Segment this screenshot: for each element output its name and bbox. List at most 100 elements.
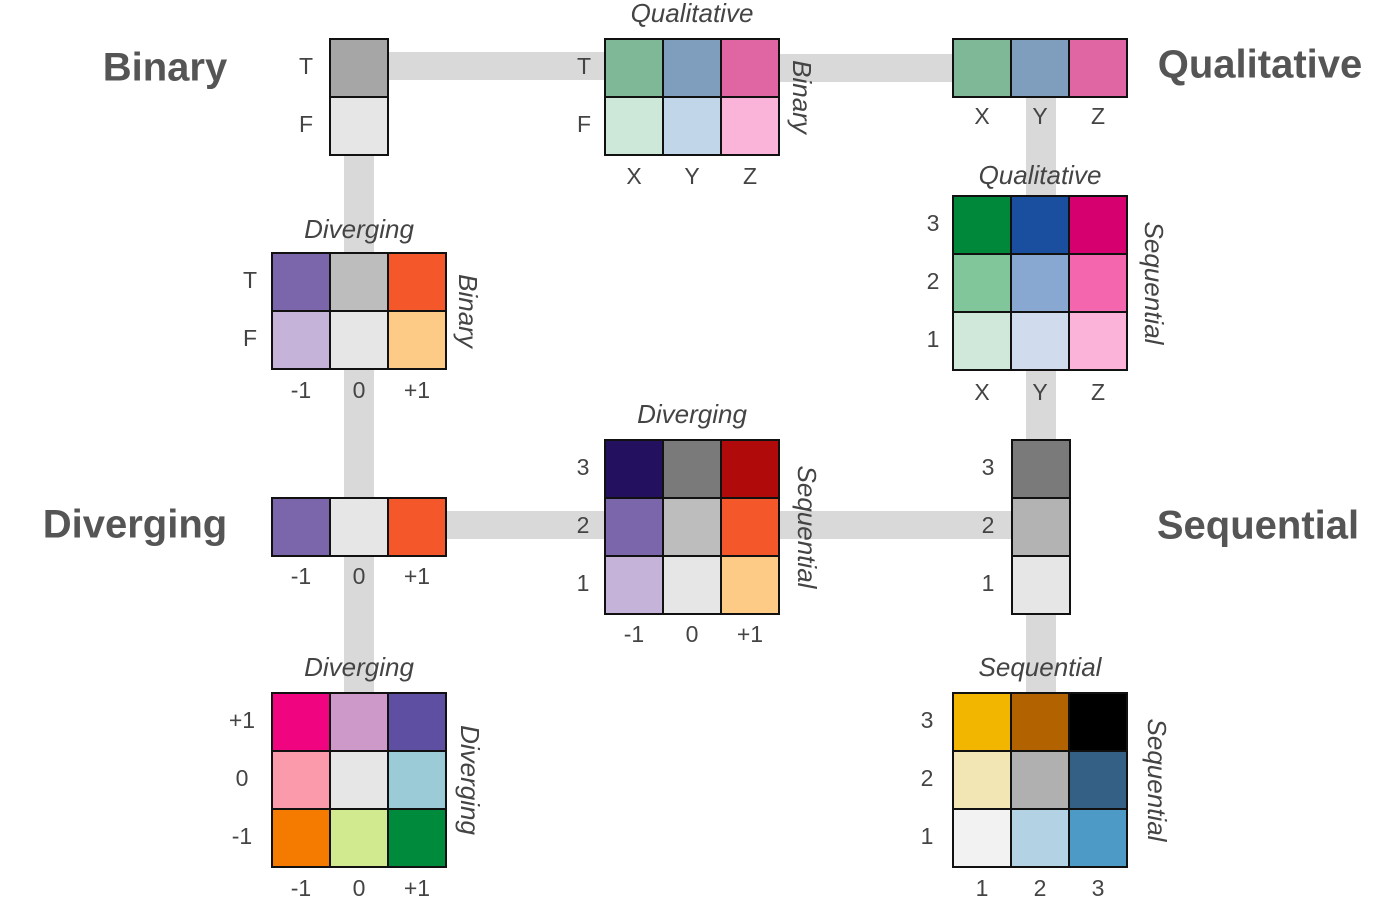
color-cell xyxy=(662,497,722,557)
color-cell xyxy=(720,555,780,615)
grid-title: Qualitative xyxy=(631,0,754,28)
scheme-label: Binary xyxy=(103,46,228,90)
col-label: X xyxy=(974,103,989,129)
color-cell xyxy=(271,310,331,370)
col-label: 1 xyxy=(976,875,989,901)
color-cell xyxy=(1068,808,1128,868)
connector xyxy=(446,511,605,539)
color-cell xyxy=(662,96,722,156)
color-cell xyxy=(952,692,1012,752)
color-cell xyxy=(1068,692,1128,752)
color-cell xyxy=(1010,38,1070,98)
connector xyxy=(780,54,953,82)
row-label: 2 xyxy=(577,512,590,538)
color-cell xyxy=(1068,253,1128,313)
color-cell xyxy=(720,497,780,557)
row-label: 2 xyxy=(921,765,934,791)
row-label: -1 xyxy=(232,823,252,849)
color-cell xyxy=(720,439,780,499)
row-label: +1 xyxy=(229,707,255,733)
color-cell xyxy=(952,311,1012,371)
col-label: -1 xyxy=(291,563,311,589)
color-cell xyxy=(1011,439,1071,499)
color-cell xyxy=(387,808,447,868)
connector xyxy=(780,511,1012,539)
connector xyxy=(344,155,374,695)
scheme-label: Qualitative xyxy=(1158,43,1363,87)
row-label: T xyxy=(577,53,591,79)
connector xyxy=(388,52,605,80)
col-label: 0 xyxy=(353,875,366,901)
col-label: X xyxy=(626,163,641,189)
color-cell xyxy=(952,38,1012,98)
color-grid: Sequential 3 2 1 1 2 3 Sequential xyxy=(921,652,1173,901)
color-cell xyxy=(1011,555,1071,615)
row-label: 1 xyxy=(927,326,940,352)
color-grid: Qualitative 3 2 1 X Y Z Sequential xyxy=(927,160,1170,405)
color-cell xyxy=(1068,750,1128,810)
color-cell xyxy=(387,252,447,312)
row-label: 2 xyxy=(982,512,995,538)
color-cell xyxy=(604,439,664,499)
color-cell xyxy=(720,38,780,98)
grid-title: Sequential xyxy=(979,652,1103,682)
side-label: Sequential xyxy=(792,466,822,590)
color-cell xyxy=(952,808,1012,868)
col-label: +1 xyxy=(404,377,430,403)
col-label: 2 xyxy=(1034,875,1047,901)
color-grid: Diverging +1 0 -1 -1 0 +1 Diverging xyxy=(229,652,485,901)
color-cell xyxy=(604,555,664,615)
color-cell xyxy=(1010,195,1070,255)
color-grid: Diverging 3 2 1 -1 0 +1 Sequential xyxy=(577,399,823,647)
color-cell xyxy=(952,750,1012,810)
col-label: Y xyxy=(684,163,699,189)
col-label: Y xyxy=(1032,103,1047,129)
color-cell xyxy=(662,439,722,499)
color-grid: -1 0 +1 xyxy=(271,497,447,589)
row-label: F xyxy=(243,325,257,351)
col-label: -1 xyxy=(291,377,311,403)
row-label: F xyxy=(577,111,591,137)
grid-title: Diverging xyxy=(304,652,414,682)
color-cell xyxy=(329,96,389,156)
color-cell xyxy=(387,497,447,557)
col-label: X xyxy=(974,379,989,405)
color-cell xyxy=(1010,311,1070,371)
color-cell xyxy=(1068,311,1128,371)
color-cell xyxy=(952,195,1012,255)
color-cell xyxy=(1068,38,1128,98)
color-cell xyxy=(1010,253,1070,313)
color-cell xyxy=(271,252,331,312)
color-grid: X Y Z xyxy=(952,38,1128,129)
color-cell xyxy=(329,808,389,868)
color-cell xyxy=(271,750,331,810)
row-label: 3 xyxy=(921,707,934,733)
color-cell xyxy=(329,692,389,752)
col-label: Y xyxy=(1032,379,1047,405)
col-label: 0 xyxy=(353,563,366,589)
side-label: Binary xyxy=(787,60,817,136)
col-label: Z xyxy=(743,163,757,189)
row-label: F xyxy=(299,111,313,137)
color-cell xyxy=(1010,808,1070,868)
color-cell xyxy=(662,555,722,615)
row-label: 0 xyxy=(236,765,249,791)
color-cell xyxy=(387,750,447,810)
col-label: +1 xyxy=(737,621,763,647)
col-label: 3 xyxy=(1092,875,1105,901)
row-label: 2 xyxy=(927,268,940,294)
row-label: 1 xyxy=(577,570,590,596)
color-cell xyxy=(329,252,389,312)
color-cell xyxy=(271,692,331,752)
color-cell xyxy=(387,692,447,752)
side-label: Sequential xyxy=(1139,222,1169,346)
color-cell xyxy=(271,497,331,557)
color-cell xyxy=(329,750,389,810)
color-cell xyxy=(604,38,664,98)
col-label: Z xyxy=(1091,103,1105,129)
color-cell xyxy=(1010,692,1070,752)
color-grid: Qualitative T F X Y Z Binary xyxy=(577,0,817,189)
row-label: 1 xyxy=(921,823,934,849)
col-label: -1 xyxy=(624,621,644,647)
